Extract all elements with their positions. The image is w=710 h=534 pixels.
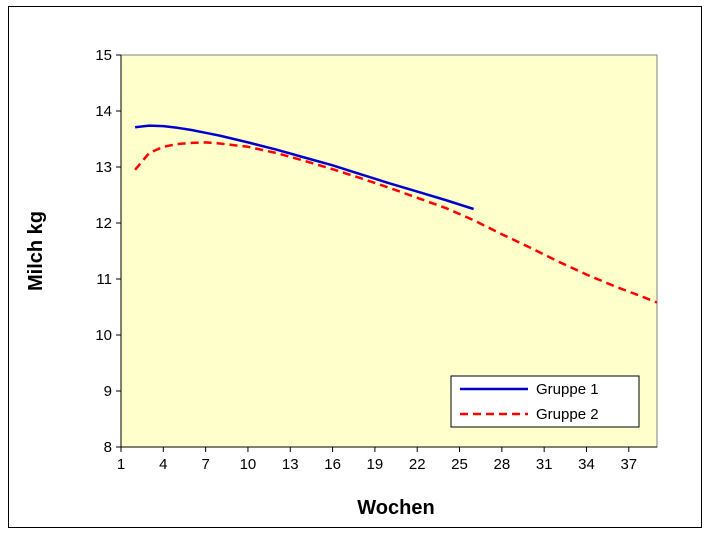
x-tick-label: 4 <box>159 456 167 473</box>
x-tick-label: 10 <box>240 456 257 473</box>
x-tick-label: 28 <box>493 456 510 473</box>
legend-box <box>450 375 640 428</box>
y-tick-label: 11 <box>96 271 112 288</box>
x-tick-label: 25 <box>451 456 468 473</box>
y-tick-label: 8 <box>104 439 112 456</box>
series-line-2 <box>134 141 658 304</box>
x-tick-label: 31 <box>536 456 553 473</box>
y-tick-label: 14 <box>95 103 112 120</box>
series-layer <box>134 124 658 304</box>
y-tick-label: 9 <box>104 383 112 400</box>
x-tick-label: 19 <box>367 456 384 473</box>
x-tick-label: 37 <box>620 456 637 473</box>
x-tick-label: 1 <box>117 456 125 473</box>
x-tick-label: 16 <box>324 456 341 473</box>
x-tick-label: 34 <box>578 456 595 473</box>
x-tick-label: 13 <box>282 456 299 473</box>
y-tick-label: 10 <box>95 327 112 344</box>
series-line-1 <box>134 124 474 211</box>
y-tick-label: 12 <box>95 215 112 232</box>
legend-label-gruppe-1: Gruppe 1 <box>536 381 599 398</box>
y-tick-label: 15 <box>95 47 112 64</box>
x-tick-label: 7 <box>201 456 209 473</box>
legend-label-gruppe-2: Gruppe 2 <box>536 406 599 423</box>
y-tick-label: 13 <box>95 159 112 176</box>
x-tick-label: 22 <box>409 456 426 473</box>
legend: Gruppe 1 Gruppe 2 <box>450 375 640 428</box>
y-axis-title: Milch kg <box>25 211 47 291</box>
x-axis-title: Wochen <box>357 497 434 519</box>
